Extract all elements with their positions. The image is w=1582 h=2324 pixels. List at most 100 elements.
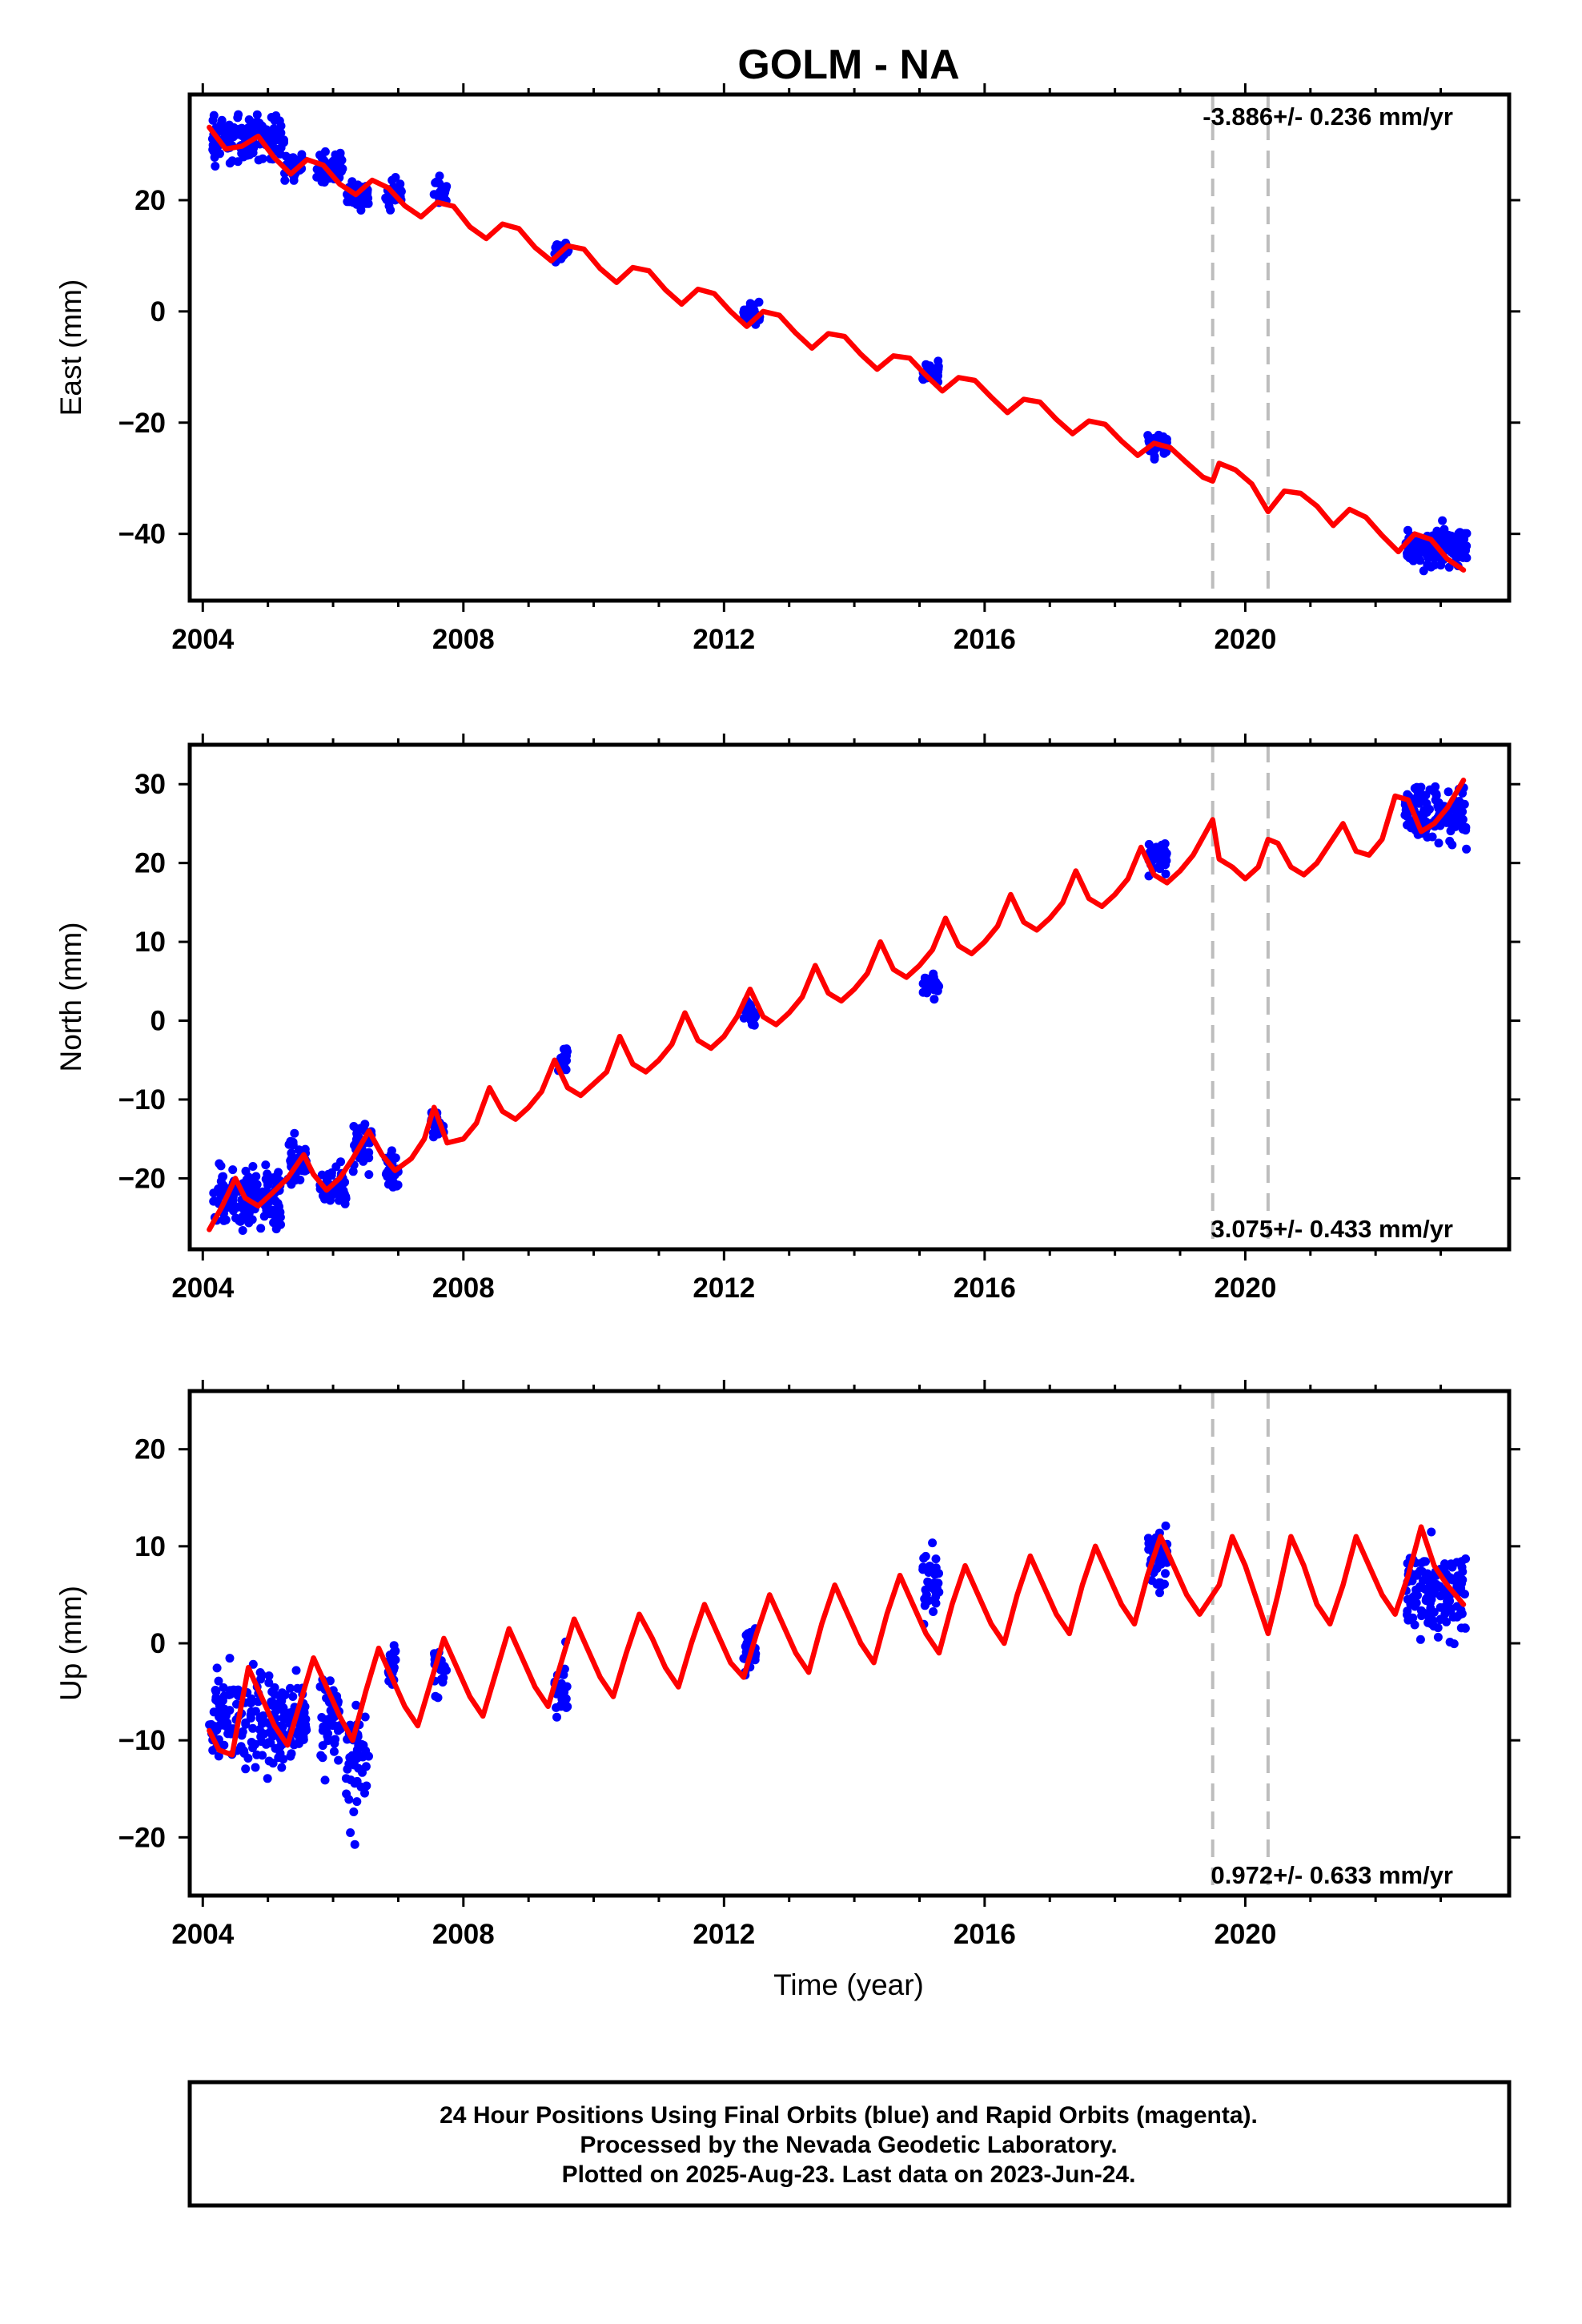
observation-point bbox=[1456, 1606, 1466, 1614]
observation-point bbox=[1434, 838, 1443, 848]
north-panel: 2004 2008 2012 2016 2020 30 20 10 0 −10 −20 North (… bbox=[54, 734, 1520, 1304]
observation-point bbox=[211, 144, 221, 154]
observation-point bbox=[211, 1693, 221, 1703]
observation-point bbox=[250, 120, 259, 130]
observation-point bbox=[321, 1715, 331, 1724]
observation-point bbox=[1423, 1575, 1432, 1584]
observation-point bbox=[302, 1725, 311, 1735]
x-tick-label: 2004 bbox=[171, 1919, 234, 1950]
y-axis-label: East (mm) bbox=[54, 279, 87, 416]
observation-point bbox=[1427, 832, 1437, 842]
observation-point bbox=[1460, 529, 1470, 538]
chart-title: GOLM - NA bbox=[737, 42, 959, 88]
observation-point bbox=[1143, 1534, 1153, 1543]
observation-point bbox=[266, 1209, 275, 1219]
observation-point bbox=[386, 205, 396, 215]
velocity-rate-label: 0.972+/- 0.633 mm/yr bbox=[1211, 1861, 1453, 1889]
observation-point bbox=[1415, 790, 1424, 800]
observation-point bbox=[1415, 556, 1425, 565]
observation-point bbox=[1417, 1558, 1427, 1568]
y-tick-label: −20 bbox=[118, 1822, 166, 1853]
observation-point bbox=[241, 1764, 251, 1774]
observation-point bbox=[1426, 1603, 1435, 1613]
observation-point bbox=[327, 1721, 337, 1731]
observation-point bbox=[291, 1666, 301, 1675]
observation-point bbox=[1436, 1614, 1445, 1624]
observation-point bbox=[244, 1218, 254, 1228]
observation-point bbox=[1435, 1582, 1444, 1591]
observation-point bbox=[233, 113, 243, 123]
observation-point bbox=[931, 1598, 941, 1608]
observation-point bbox=[1439, 537, 1449, 546]
observation-point bbox=[246, 1713, 255, 1723]
x-tick-label: 2008 bbox=[432, 1273, 495, 1304]
observation-point bbox=[1462, 553, 1472, 563]
x-tick-label: 2008 bbox=[432, 1919, 495, 1950]
observation-point bbox=[243, 1754, 253, 1763]
observation-point bbox=[219, 1740, 229, 1750]
observation-point bbox=[1431, 790, 1441, 798]
velocity-rate-label: -3.886+/- 0.236 mm/yr bbox=[1203, 103, 1453, 131]
observation-point bbox=[344, 1795, 354, 1804]
observation-point bbox=[258, 154, 267, 163]
observation-point bbox=[290, 1128, 299, 1138]
observation-point bbox=[561, 1703, 571, 1712]
observation-point bbox=[325, 1676, 335, 1686]
observation-point bbox=[248, 1723, 258, 1733]
observation-point bbox=[241, 1177, 251, 1187]
observation-point bbox=[298, 1164, 307, 1173]
observation-point bbox=[218, 1172, 227, 1181]
observation-point bbox=[1418, 1566, 1427, 1576]
observation-point bbox=[1147, 1576, 1157, 1585]
observation-point bbox=[1412, 782, 1422, 792]
observation-point bbox=[431, 1691, 440, 1701]
observation-point bbox=[270, 1690, 279, 1699]
observation-point bbox=[346, 1828, 355, 1837]
y-tick-label: 20 bbox=[135, 185, 166, 216]
footer-line-1: 24 Hour Positions Using Final Orbits (bl… bbox=[440, 2102, 1258, 2129]
observation-point bbox=[225, 1654, 235, 1663]
plot-area bbox=[207, 745, 1472, 1249]
observation-point bbox=[1403, 812, 1412, 822]
observation-point bbox=[435, 171, 444, 181]
observation-point bbox=[1421, 1596, 1431, 1606]
observation-point bbox=[299, 1735, 308, 1744]
x-tick-label: 2016 bbox=[954, 624, 1016, 655]
observation-point bbox=[1421, 790, 1431, 800]
observation-point bbox=[1419, 1608, 1428, 1618]
axes-frame bbox=[187, 742, 1512, 1252]
x-tick-label: 2016 bbox=[954, 1273, 1016, 1304]
observation-point bbox=[271, 130, 280, 139]
observation-point bbox=[1443, 787, 1453, 797]
observation-point bbox=[211, 1686, 220, 1695]
observation-point bbox=[1403, 820, 1411, 830]
observation-point bbox=[1440, 817, 1450, 826]
observation-point bbox=[258, 1751, 267, 1760]
observation-point bbox=[1458, 807, 1468, 817]
observation-point bbox=[341, 1774, 351, 1783]
observation-point bbox=[750, 1655, 760, 1665]
observation-point bbox=[931, 1563, 941, 1573]
x-tick-label: 2008 bbox=[432, 624, 495, 655]
x-tick-label: 2004 bbox=[171, 624, 234, 655]
plot-area bbox=[207, 94, 1472, 601]
observation-point bbox=[920, 1601, 930, 1610]
observation-point bbox=[251, 1763, 260, 1772]
observation-point bbox=[261, 1160, 271, 1170]
observation-point bbox=[259, 124, 268, 133]
observation-point bbox=[1428, 1616, 1438, 1626]
observation-point bbox=[552, 1712, 561, 1722]
observation-point bbox=[263, 1774, 272, 1783]
observation-point bbox=[1434, 804, 1443, 813]
model-fit-line bbox=[207, 124, 1467, 573]
observation-point bbox=[252, 1180, 262, 1189]
observation-point bbox=[236, 1742, 246, 1751]
observation-point bbox=[257, 1719, 267, 1728]
observation-point bbox=[1445, 1638, 1455, 1647]
observation-point bbox=[338, 1180, 347, 1189]
observation-point bbox=[350, 1839, 359, 1849]
observation-point bbox=[286, 1683, 295, 1693]
observation-point bbox=[1450, 1612, 1460, 1622]
footer-box: 24 Hour Positions Using Final Orbits (bl… bbox=[187, 2080, 1512, 2208]
observation-point bbox=[364, 1148, 374, 1157]
